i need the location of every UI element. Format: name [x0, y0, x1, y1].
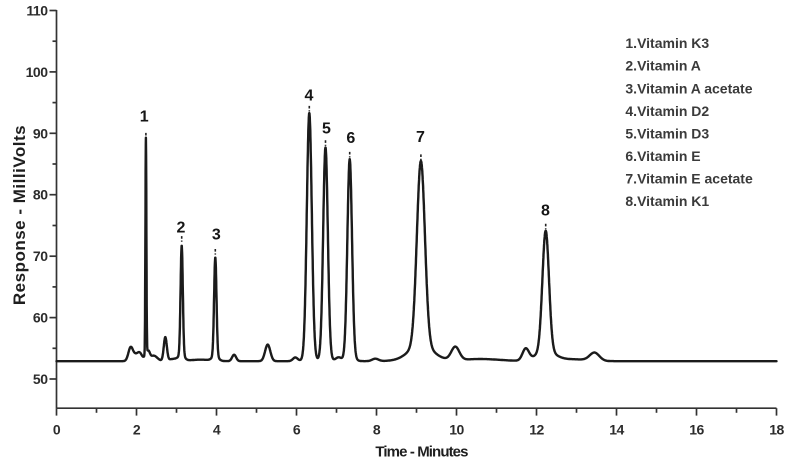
svg-text:90: 90 [33, 125, 48, 141]
svg-text:2: 2 [177, 219, 186, 236]
svg-text:Time - Minutes: Time - Minutes [375, 444, 468, 460]
svg-text:4.Vitamin D2: 4.Vitamin D2 [625, 103, 709, 119]
svg-text:16: 16 [689, 422, 704, 438]
svg-text:4: 4 [305, 88, 314, 105]
svg-text:Response - MilliVolts: Response - MilliVolts [10, 125, 29, 305]
svg-text:3: 3 [212, 227, 221, 244]
svg-text:2.Vitamin A: 2.Vitamin A [625, 58, 700, 74]
svg-text:100: 100 [26, 64, 49, 80]
svg-text:7: 7 [416, 129, 425, 146]
svg-text:5.Vitamin D3: 5.Vitamin D3 [625, 126, 709, 142]
svg-text:8: 8 [373, 422, 381, 438]
svg-text:4: 4 [213, 422, 221, 438]
svg-text:2: 2 [133, 422, 141, 438]
svg-text:50: 50 [33, 371, 48, 387]
svg-text:80: 80 [33, 187, 48, 203]
svg-text:14: 14 [609, 422, 624, 438]
svg-text:0: 0 [53, 422, 61, 438]
svg-text:6: 6 [346, 130, 355, 147]
svg-text:3.Vitamin A acetate: 3.Vitamin A acetate [625, 80, 752, 96]
svg-text:12: 12 [529, 422, 544, 438]
svg-text:8: 8 [541, 203, 550, 220]
svg-text:10: 10 [449, 422, 464, 438]
svg-text:6.Vitamin E: 6.Vitamin E [625, 148, 700, 164]
svg-text:7.Vitamin E acetate: 7.Vitamin E acetate [625, 171, 753, 187]
svg-text:18: 18 [769, 422, 784, 438]
svg-text:70: 70 [33, 248, 48, 264]
svg-text:8.Vitamin K1: 8.Vitamin K1 [625, 193, 709, 209]
svg-text:1.Vitamin K3: 1.Vitamin K3 [625, 35, 709, 51]
svg-text:1: 1 [140, 109, 149, 126]
svg-text:60: 60 [33, 310, 48, 326]
svg-text:5: 5 [322, 121, 331, 138]
svg-text:6: 6 [293, 422, 301, 438]
svg-text:110: 110 [26, 3, 48, 19]
